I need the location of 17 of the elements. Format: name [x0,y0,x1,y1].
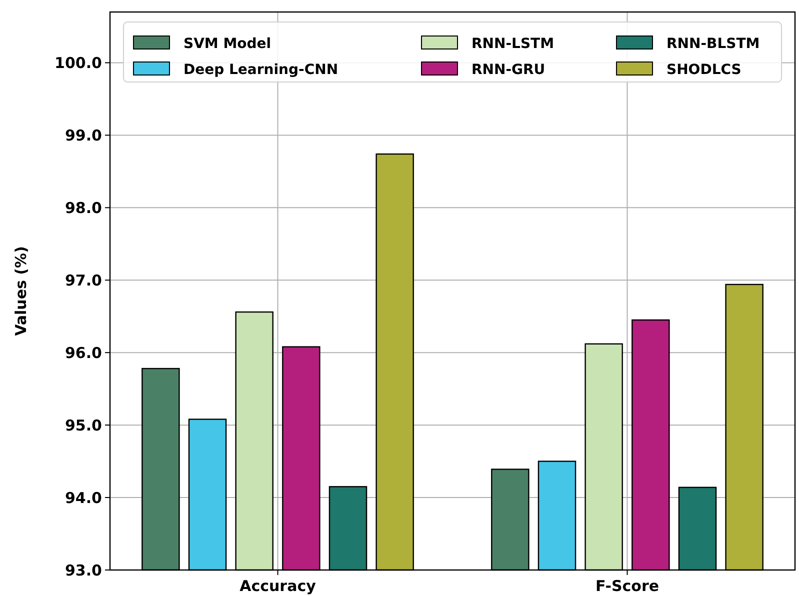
legend-label: RNN-BLSTM [666,36,760,52]
y-tick-label: 97.0 [64,271,102,290]
y-tick-label: 99.0 [64,126,102,144]
legend-label: RNN-LSTM [472,36,554,52]
y-tick-label: 94.0 [64,488,102,507]
y-tick-label: 98.0 [64,198,102,217]
y-tick-label: 93.0 [64,561,102,580]
x-tick-label: Accuracy [240,577,316,595]
y-tick-label: 95.0 [64,416,102,434]
legend-label: RNN-GRU [472,62,546,78]
y-tick-label: 100.0 [54,54,102,72]
x-tick-label: F-Score [595,577,660,595]
y-tick-label: 96.0 [64,344,102,362]
legend-label: SVM Model [184,36,272,52]
y-axis-title: Values (%) [12,246,30,336]
legend-label: Deep Learning-CNN [184,62,338,78]
legend-label: SHODLCS [666,62,742,78]
